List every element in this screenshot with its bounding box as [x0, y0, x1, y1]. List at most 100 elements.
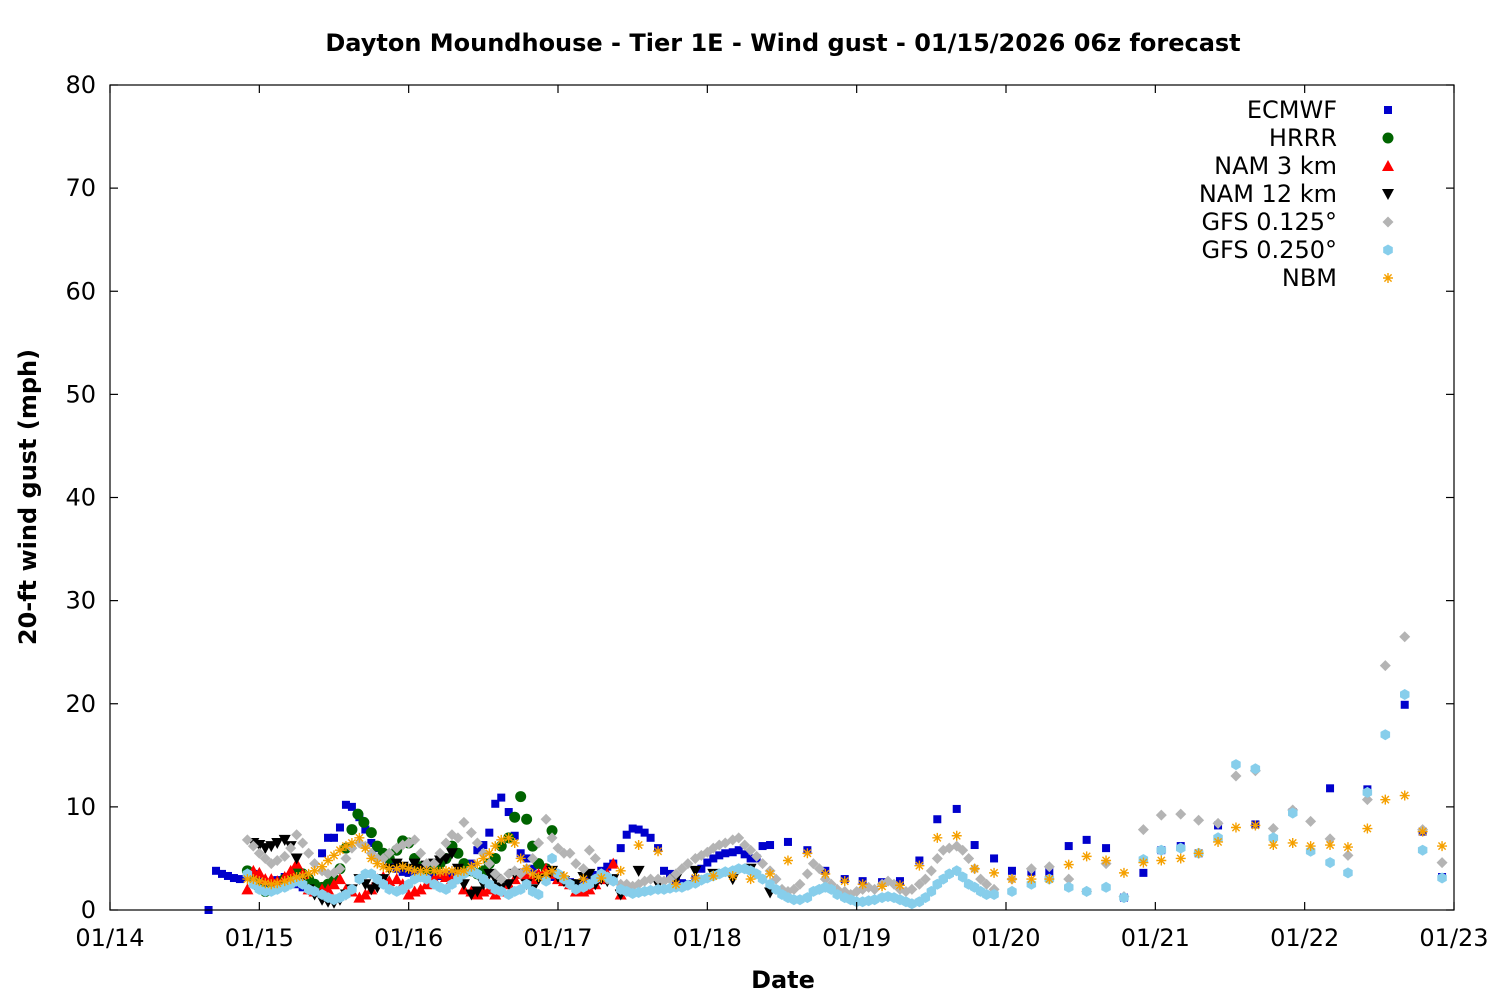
data-point — [697, 864, 706, 873]
data-point — [670, 879, 681, 890]
data-point — [583, 844, 595, 856]
data-point — [471, 886, 484, 898]
data-point — [472, 858, 483, 869]
data-point — [528, 864, 537, 873]
data-point — [367, 838, 376, 847]
data-point — [1063, 859, 1074, 870]
data-point — [1399, 631, 1411, 643]
data-point — [521, 813, 533, 825]
data-point — [751, 850, 763, 862]
data-point — [533, 872, 544, 882]
data-point — [1156, 855, 1167, 866]
data-point — [335, 823, 344, 832]
data-point — [758, 842, 767, 851]
data-point — [1267, 823, 1279, 835]
data-point — [645, 873, 657, 885]
data-point — [1379, 660, 1391, 672]
data-point — [1362, 823, 1373, 834]
data-point — [353, 891, 366, 903]
axes: 01/14 01/15 01/16 01/17 01/18 01/19 01/20 01/21… — [65, 71, 1488, 952]
data-point — [615, 865, 626, 876]
legend-label: NBM — [1282, 264, 1337, 292]
data-point — [1361, 794, 1373, 806]
data-point — [445, 848, 458, 860]
legend-marker — [1383, 244, 1393, 256]
data-point — [944, 868, 954, 880]
data-point — [452, 832, 464, 844]
data-point — [520, 869, 533, 881]
data-point — [570, 858, 582, 870]
data-point — [318, 849, 327, 858]
data-point — [358, 816, 370, 828]
data-point — [397, 861, 408, 872]
data-point — [1288, 807, 1298, 819]
x-tick-label: 01/16 — [374, 924, 443, 952]
data-point — [409, 865, 420, 876]
data-point — [925, 865, 937, 877]
data-point — [414, 883, 427, 895]
data-point — [278, 834, 291, 846]
data-point — [931, 852, 943, 864]
data-point — [521, 878, 532, 890]
data-point — [1081, 851, 1092, 862]
data-point — [552, 842, 564, 854]
data-point — [721, 849, 730, 858]
data-point — [285, 842, 297, 854]
data-point — [1268, 832, 1279, 844]
data-point — [541, 875, 551, 887]
data-point — [734, 846, 743, 855]
data-point — [452, 866, 463, 877]
data-point — [739, 839, 751, 851]
data-point — [963, 852, 975, 864]
data-point — [309, 885, 320, 897]
data-point — [458, 865, 469, 876]
data-point — [920, 892, 931, 904]
data-point — [564, 847, 576, 859]
data-point — [1139, 868, 1148, 877]
data-point — [589, 852, 601, 864]
data-point — [490, 841, 501, 852]
data-point — [323, 855, 334, 866]
data-point — [533, 837, 545, 849]
data-point — [640, 828, 649, 837]
data-point — [495, 873, 507, 885]
data-point — [794, 878, 806, 890]
x-tick-label: 01/14 — [75, 924, 144, 952]
data-point — [622, 830, 631, 839]
data-point — [578, 874, 589, 885]
data-point — [421, 873, 432, 885]
data-point — [646, 833, 655, 842]
data-point — [981, 878, 993, 890]
data-point — [653, 846, 664, 857]
data-point — [285, 874, 296, 885]
data-point — [802, 848, 813, 859]
legend-marker — [1382, 189, 1394, 200]
data-point — [975, 873, 987, 885]
data-point — [465, 827, 477, 839]
data-point — [981, 889, 992, 900]
data-point — [440, 853, 452, 865]
data-point — [628, 824, 637, 833]
data-point — [546, 832, 558, 844]
data-point — [1250, 820, 1261, 831]
data-point — [434, 847, 446, 859]
data-point — [328, 878, 340, 890]
data-point — [832, 889, 842, 900]
data-point — [906, 883, 918, 895]
data-point — [1326, 784, 1335, 793]
data-point — [253, 847, 265, 859]
data-point — [515, 791, 527, 803]
data-point — [366, 853, 377, 864]
data-point — [212, 866, 221, 875]
data-point — [969, 863, 980, 874]
legend-label: ECMWF — [1247, 96, 1337, 124]
data-point — [247, 840, 259, 852]
data-point — [533, 889, 544, 900]
legend-label: NAM 12 km — [1199, 180, 1337, 208]
data-point — [347, 802, 356, 811]
data-point — [577, 863, 589, 875]
data-point — [242, 874, 253, 885]
data-point — [1119, 892, 1129, 904]
data-point — [715, 851, 724, 860]
